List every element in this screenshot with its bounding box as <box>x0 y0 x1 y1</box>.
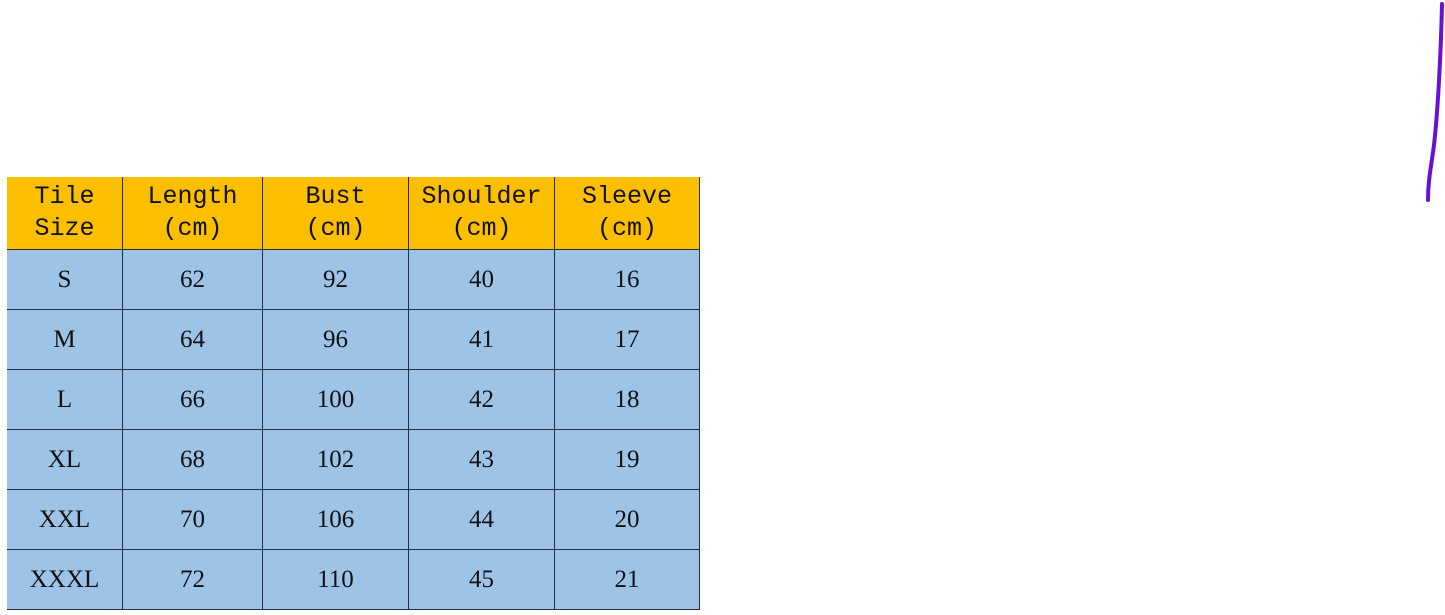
header-label: Shoulder <box>421 182 542 211</box>
table-row: L 66 100 42 18 <box>7 369 700 430</box>
cell-bust: 96 <box>262 309 409 370</box>
table-row: M 64 96 41 17 <box>7 309 700 370</box>
header-label: Length <box>147 182 238 211</box>
size-chart-table: Tile Size Length (cm) Bust (cm) Shoulder (cm… <box>7 177 700 610</box>
cell-sleeve: 19 <box>554 429 700 490</box>
cell-shoulder: 43 <box>408 429 555 490</box>
cell-size: L <box>7 369 123 430</box>
cell-size: XL <box>7 429 123 490</box>
cell-shoulder: 45 <box>408 549 555 610</box>
freehand-line-icon <box>1426 2 1444 202</box>
cell-shoulder: 40 <box>408 249 555 310</box>
cell-sleeve: 18 <box>554 369 700 430</box>
cell-sleeve: 16 <box>554 249 700 310</box>
header-sleeve: Sleeve (cm) <box>554 177 700 250</box>
cell-sleeve: 17 <box>554 309 700 370</box>
header-unit: (cm) <box>305 214 366 243</box>
header-label: Bust <box>305 182 366 211</box>
cell-length: 66 <box>122 369 263 430</box>
header-row: Tile Size Length (cm) Bust (cm) Shoulder (cm… <box>7 177 700 250</box>
cell-shoulder: 44 <box>408 489 555 550</box>
header-unit: (cm) <box>451 214 512 243</box>
cell-length: 64 <box>122 309 263 370</box>
cell-sleeve: 21 <box>554 549 700 610</box>
cell-bust: 110 <box>262 549 409 610</box>
cell-length: 68 <box>122 429 263 490</box>
header-label: Tile <box>34 182 95 211</box>
cell-length: 62 <box>122 249 263 310</box>
cell-length: 72 <box>122 549 263 610</box>
cell-sleeve: 20 <box>554 489 700 550</box>
cell-bust: 102 <box>262 429 409 490</box>
header-length: Length (cm) <box>122 177 263 250</box>
table-row: XXXL 72 110 45 21 <box>7 549 700 610</box>
header-unit: (cm) <box>596 214 657 243</box>
cell-size: S <box>7 249 123 310</box>
header-bust: Bust (cm) <box>262 177 409 250</box>
header-unit: (cm) <box>162 214 223 243</box>
header-shoulder: Shoulder (cm) <box>408 177 555 250</box>
header-size: Tile Size <box>7 177 123 250</box>
cell-size: M <box>7 309 123 370</box>
cell-bust: 106 <box>262 489 409 550</box>
table-row: S 62 92 40 16 <box>7 249 700 310</box>
header-unit: Size <box>34 214 95 243</box>
header-label: Sleeve <box>581 182 672 211</box>
cell-size: XXXL <box>7 549 123 610</box>
table-row: XL 68 102 43 19 <box>7 429 700 490</box>
